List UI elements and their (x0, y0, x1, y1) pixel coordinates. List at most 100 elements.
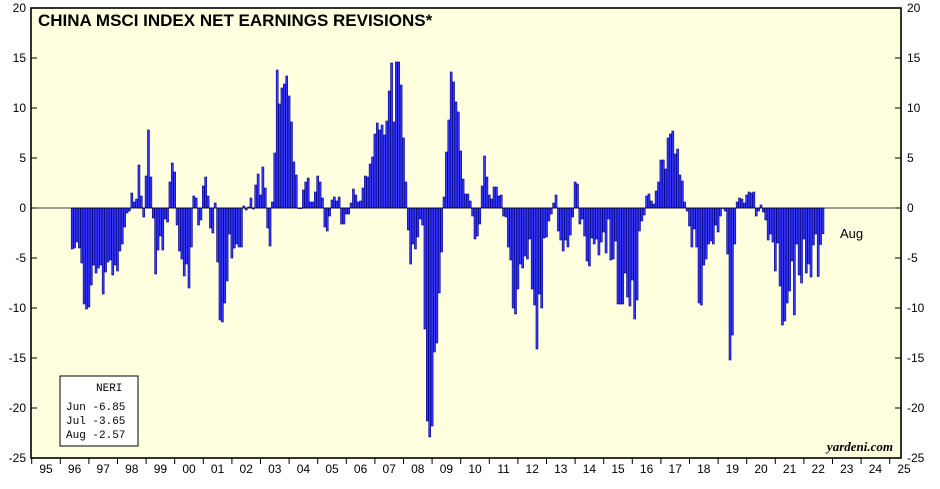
bar (468, 200, 472, 209)
bar (535, 207, 539, 350)
bar (602, 207, 606, 233)
credit-label: yardeni.com (825, 439, 893, 454)
bar (673, 153, 677, 209)
bar (459, 150, 463, 209)
bar (750, 192, 753, 209)
bar (209, 207, 212, 229)
bar (406, 207, 410, 231)
bar (287, 95, 291, 209)
bar (259, 194, 262, 209)
bar (135, 198, 138, 209)
x-tick-label: 22 (812, 462, 826, 476)
legend-box: NERI Jun -6.85 Jul -3.65 Aug -2.57 (59, 375, 139, 447)
bar (125, 207, 129, 214)
bar (578, 207, 582, 225)
bar (185, 207, 188, 265)
bar (590, 207, 594, 239)
bar (364, 175, 367, 209)
x-tick-label: 15 (611, 462, 625, 476)
bar (521, 207, 524, 269)
bar (356, 201, 360, 209)
bar (211, 207, 215, 234)
bar (73, 207, 76, 249)
bar (738, 197, 741, 209)
bar (814, 207, 818, 235)
legend-title: NERI (96, 383, 122, 395)
bar (719, 207, 722, 217)
bar (80, 207, 84, 264)
x-tick-label: 96 (68, 462, 82, 476)
bar (735, 201, 739, 209)
bar (240, 207, 243, 248)
bar (549, 207, 553, 215)
bar (688, 207, 691, 227)
bar (213, 202, 217, 209)
bar (743, 202, 746, 209)
bar (199, 207, 203, 221)
bar (576, 183, 579, 209)
bar (483, 155, 486, 209)
x-tick-label: 17 (669, 462, 683, 476)
bar (440, 207, 443, 253)
bar (702, 207, 706, 266)
bar (75, 207, 79, 243)
x-tick-label: 05 (325, 462, 339, 476)
y-tick-label: -5 (907, 251, 918, 265)
bar (552, 202, 555, 209)
plot-frame (30, 7, 902, 459)
x-tick-label: 16 (640, 462, 654, 476)
bar (569, 207, 572, 236)
bar (340, 207, 343, 225)
bar (190, 207, 193, 248)
bar (752, 191, 756, 209)
bar (669, 133, 672, 209)
bar (204, 176, 207, 209)
bar (731, 207, 734, 336)
bar (492, 186, 496, 209)
bar (790, 207, 794, 262)
bar (116, 207, 119, 272)
bar (566, 207, 570, 248)
bar (745, 194, 749, 209)
bar (375, 122, 379, 209)
bar (168, 181, 172, 209)
bar (385, 120, 389, 209)
bar (788, 207, 791, 292)
bar (611, 207, 615, 260)
bar (657, 181, 660, 209)
y-tick-label: 5 (19, 151, 26, 165)
bar (476, 207, 479, 237)
bar (571, 207, 575, 218)
x-tick-label: 07 (383, 462, 397, 476)
bar (271, 201, 274, 209)
bar (230, 207, 234, 259)
bar (104, 207, 107, 273)
bar (411, 207, 415, 245)
bar (461, 178, 465, 209)
bar (275, 69, 279, 209)
bar (487, 194, 491, 209)
bar (366, 176, 370, 209)
bar (561, 207, 565, 252)
bar (97, 207, 100, 269)
bar (378, 129, 381, 209)
bar (466, 193, 470, 209)
bar (645, 195, 648, 209)
bar (225, 207, 229, 282)
bar (821, 207, 825, 235)
bar (395, 61, 398, 209)
bar (144, 175, 148, 209)
x-tick-label: 99 (154, 462, 168, 476)
bar (640, 207, 644, 222)
bar (166, 207, 169, 223)
x-tick-label: 04 (297, 462, 311, 476)
bar (630, 207, 634, 281)
x-tick-label: 03 (268, 462, 282, 476)
x-tick-label: 98 (125, 462, 139, 476)
bar (423, 207, 427, 330)
y-tick-label: -20 (907, 401, 925, 415)
x-tick-label: 11 (497, 462, 510, 476)
bar (499, 194, 503, 209)
x-tick-label: 20 (754, 462, 768, 476)
